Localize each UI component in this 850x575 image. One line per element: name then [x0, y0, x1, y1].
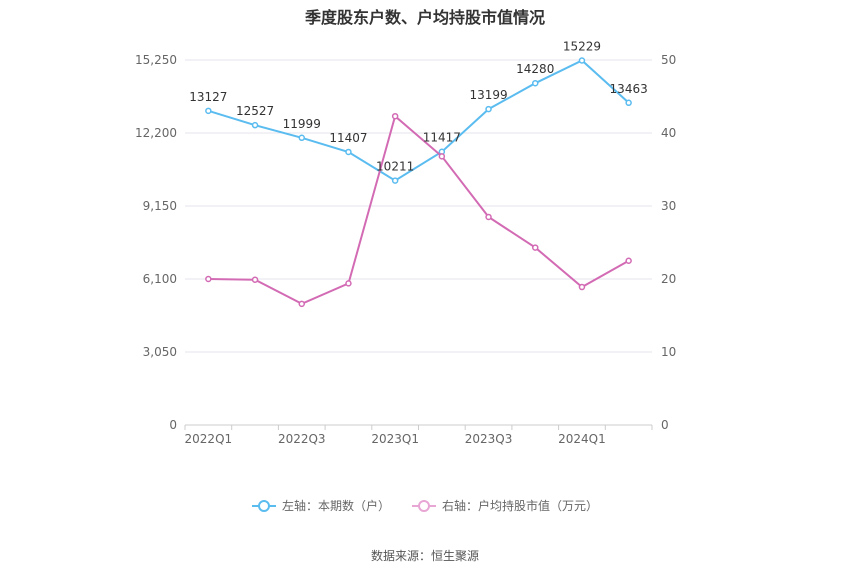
y-right-tick-label: 30 [661, 199, 676, 213]
series-line-1 [208, 114, 630, 305]
legend-label-holding-value: 右轴：户均持股市值（万元） [442, 499, 599, 513]
data-point [345, 148, 352, 156]
y-right-tick-label: 20 [661, 272, 676, 286]
chart-legend: 左轴：本期数（户） 右轴：户均持股市值（万元） [0, 497, 850, 514]
y-left-tick-label: 6,100 [143, 272, 177, 286]
y-left-tick-label: 0 [169, 418, 177, 432]
x-tick-label: 2024Q1 [558, 432, 606, 446]
data-label: 11407 [329, 131, 367, 145]
data-label: 11417 [423, 131, 461, 145]
data-label: 14280 [516, 62, 554, 76]
data-point [578, 57, 586, 64]
legend-label-households: 左轴：本期数（户） [281, 499, 390, 513]
x-tick-label: 2023Q1 [371, 432, 419, 446]
data-point [251, 121, 259, 129]
data-label: 15229 [563, 40, 601, 54]
data-point [625, 257, 632, 264]
data-point [345, 280, 352, 287]
y-left-tick-label: 3,050 [143, 345, 177, 359]
x-tick-label: 2023Q3 [465, 432, 513, 446]
x-tick-label: 2022Q1 [185, 432, 233, 446]
y-left-tick-label: 15,250 [135, 53, 177, 67]
data-point [251, 276, 259, 283]
data-point [205, 275, 212, 283]
data-point [578, 283, 586, 291]
data-point [625, 99, 632, 107]
data-point [532, 79, 539, 87]
data-point [205, 107, 212, 115]
data-label: 12527 [236, 104, 274, 118]
data-point [391, 112, 399, 120]
y-right-tick-label: 40 [661, 126, 676, 140]
y-left-tick-label: 9,150 [143, 199, 177, 213]
data-point [485, 213, 492, 221]
series-line-0 [208, 59, 630, 182]
data-point [532, 244, 539, 251]
data-point [391, 177, 399, 184]
legend-item-holding-value[interactable]: 右轴：户均持股市值（万元） [412, 497, 598, 514]
chart-title: 季度股东户数、户均持股市值情况 [304, 8, 545, 27]
data-point [298, 300, 305, 308]
y-left-tick-label: 12,200 [135, 126, 177, 140]
data-label: 13463 [610, 82, 648, 96]
data-point [298, 134, 305, 142]
data-label: 11999 [283, 117, 321, 131]
data-point [438, 153, 446, 160]
data-source-note: 数据来源：恒生聚源 [370, 549, 479, 563]
y-right-tick-label: 50 [661, 53, 676, 67]
y-right-tick-label: 0 [661, 418, 669, 432]
data-label: 13199 [469, 88, 507, 102]
legend-line-circle-icon [412, 499, 436, 512]
data-point [485, 105, 492, 113]
data-label: 10211 [376, 160, 414, 174]
data-label: 13127 [189, 90, 227, 104]
y-right-tick-label: 10 [661, 345, 676, 359]
legend-item-households[interactable]: 左轴：本期数（户） [251, 497, 390, 514]
legend-line-circle-icon [251, 499, 276, 512]
x-tick-label: 2022Q3 [278, 432, 326, 446]
